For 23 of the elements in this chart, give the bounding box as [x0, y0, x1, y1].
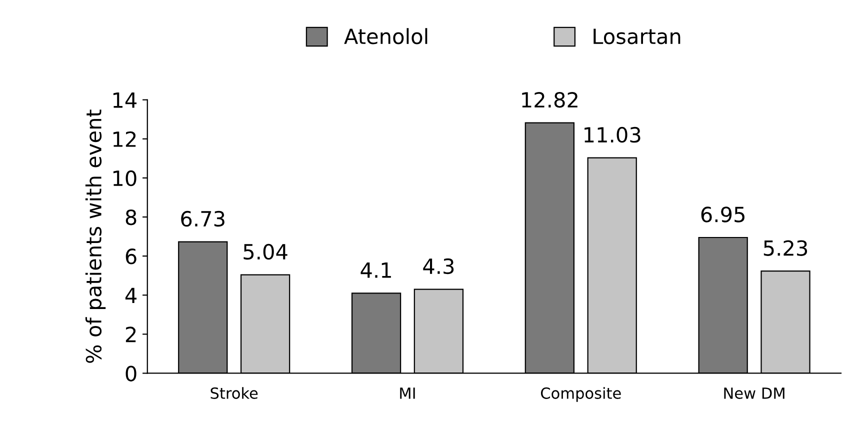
data-label: 4.3: [423, 258, 454, 274]
y-tick-label: 2: [126, 326, 136, 342]
data-label: 5.23: [764, 240, 808, 256]
legend-label: Atenolol: [344, 28, 428, 44]
x-tick-label: Stroke: [210, 387, 258, 399]
x-tick-label: Composite: [540, 387, 621, 402]
data-label: 12.82: [522, 92, 578, 108]
y-tick-label: 10: [113, 170, 136, 186]
y-tick-label: 4: [125, 288, 136, 304]
x-tick-label: New DM: [724, 388, 784, 399]
data-label: 6.73: [181, 210, 224, 227]
data-label: 6.95: [701, 206, 744, 222]
y-tick-label: 0: [126, 366, 136, 382]
y-tick-label: 14: [113, 92, 136, 108]
y-tick-label: 12: [113, 131, 136, 147]
data-label: 11.03: [584, 126, 640, 143]
x-tick-label: MI: [400, 388, 415, 399]
legend-label: Losartan: [594, 28, 680, 44]
data-label: 4.1: [360, 262, 391, 278]
data-label: 5.04: [244, 244, 288, 260]
y-axis-title: % of patients with event: [85, 110, 106, 363]
y-tick-label: 8: [126, 209, 136, 226]
y-tick-label: 6: [126, 248, 136, 264]
